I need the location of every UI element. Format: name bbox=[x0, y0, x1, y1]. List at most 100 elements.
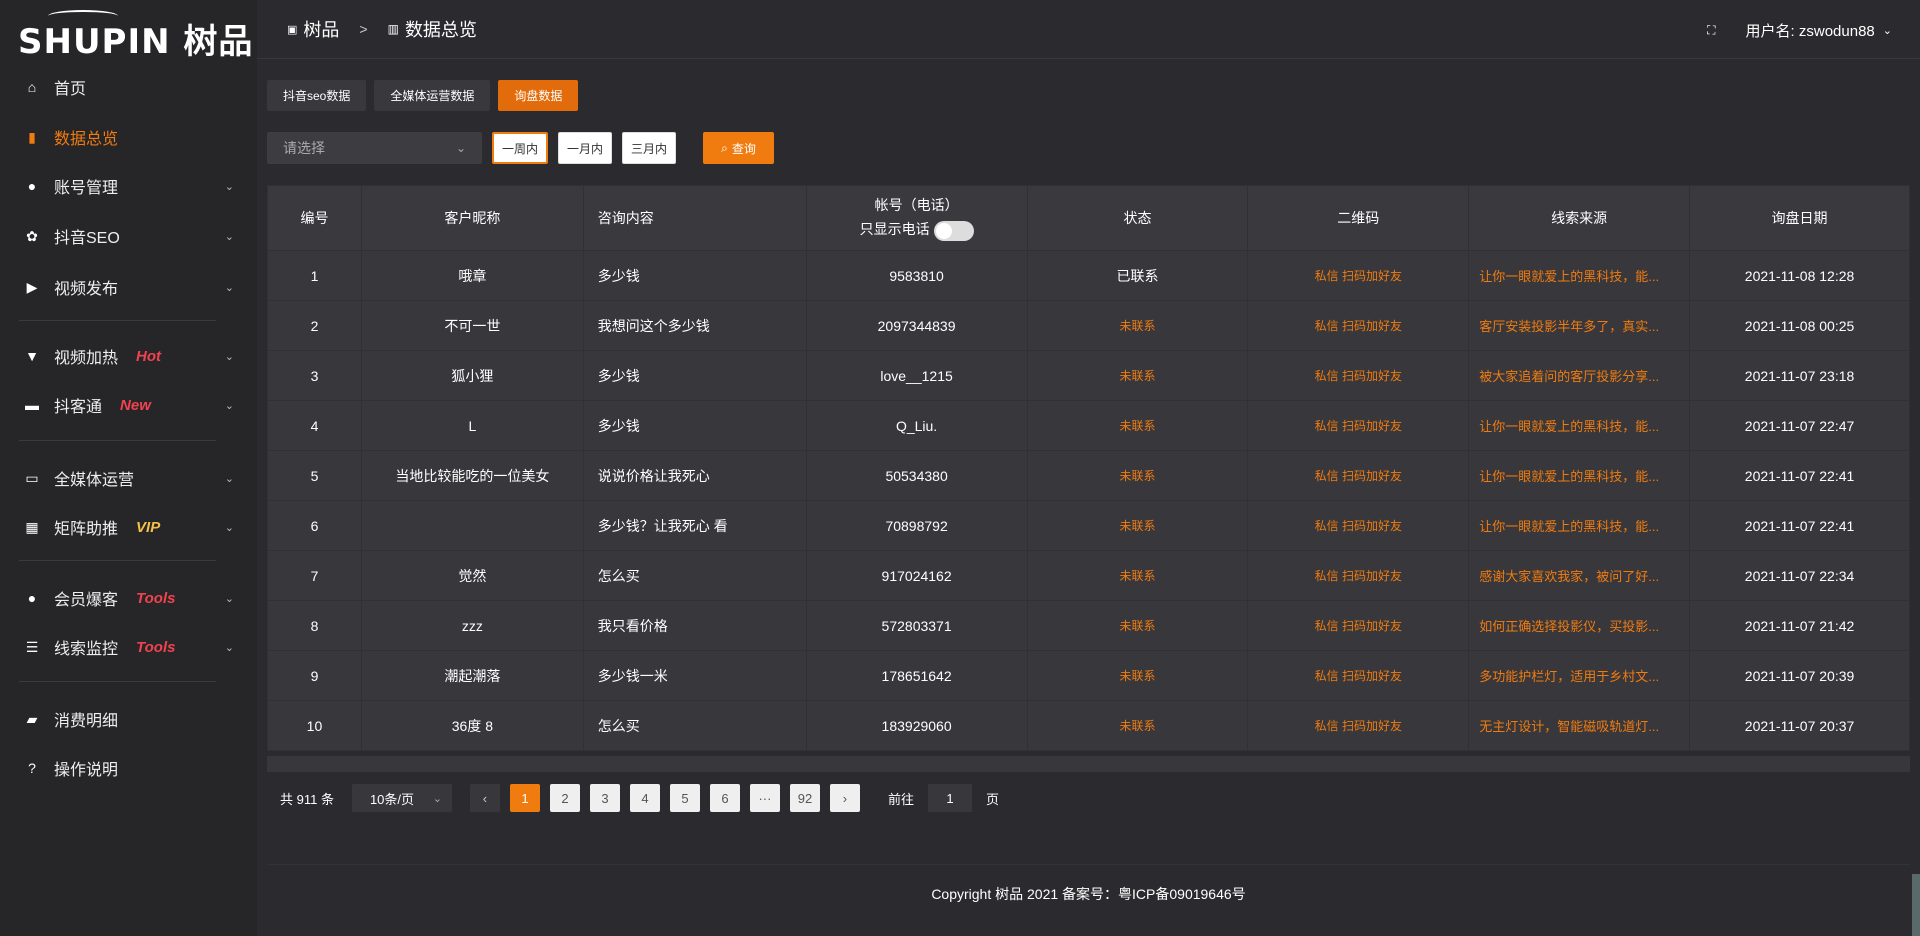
chevron-down-icon: ⌄ bbox=[432, 792, 442, 805]
data-tabs: 抖音seo数据 全媒体运营数据 询盘数据 bbox=[267, 80, 579, 111]
sidebar-item-12[interactable]: ? 操作说明 bbox=[24, 753, 234, 783]
side-widget[interactable] bbox=[1912, 874, 1920, 936]
cell-account: 178651642 bbox=[805, 650, 1028, 701]
cell-source[interactable]: 无主灯设计，智能磁吸轨道灯... bbox=[1468, 700, 1691, 751]
cell-content: 我想问这个多少钱 bbox=[582, 300, 807, 351]
chevron-down-icon[interactable]: ⌄ bbox=[224, 521, 234, 534]
cell-source[interactable]: 让你一眼就爱上的黑科技，能... bbox=[1468, 450, 1691, 501]
cell-status: 未联系 bbox=[1026, 700, 1249, 751]
page-button[interactable]: 5 bbox=[669, 784, 700, 812]
phone-only-toggle[interactable] bbox=[933, 220, 974, 241]
cell-qrcode[interactable]: 私信 扫码加好友 bbox=[1247, 650, 1470, 701]
user-menu[interactable]: ⛶ 用户名: zswodun88 ⌄ bbox=[1707, 20, 1892, 41]
chevron-down-icon[interactable]: ⌄ bbox=[1882, 25, 1892, 37]
breadcrumb-root[interactable]: 树品 bbox=[303, 20, 340, 40]
range-week-button[interactable]: 一周内 bbox=[492, 132, 549, 164]
table-row: 7 觉然 怎么买 917024162 未联系 私信 扫码加好友 感谢大家喜欢我家，被问了好.… bbox=[267, 550, 1910, 601]
tab-douyin-seo[interactable]: 抖音seo数据 bbox=[267, 80, 367, 111]
cell-source[interactable]: 多功能护栏灯，适用于乡村文... bbox=[1468, 650, 1691, 701]
cell-qrcode[interactable]: 私信 扫码加好友 bbox=[1247, 700, 1470, 751]
chevron-down-icon[interactable]: ⌄ bbox=[224, 641, 234, 654]
sidebar-divider bbox=[19, 440, 216, 441]
sidebar: SHUPIN 树品 ⌂ 首页 ▮ 数据总览 ● 账号管理 ⌄ ✿ 抖音SEO ⌄ ▶ 视频发布 ⌄ ▼ 视频… bbox=[0, 0, 257, 936]
page-button[interactable]: 1 bbox=[509, 784, 540, 812]
range-3month-button[interactable]: 三月内 bbox=[622, 132, 677, 164]
grid-icon: ▦ bbox=[25, 518, 39, 535]
sidebar-item-5[interactable]: ▼ 视频加热 Hot ⌄ bbox=[24, 341, 234, 371]
chevron-down-icon[interactable]: ⌄ bbox=[224, 350, 234, 363]
cell-id: 8 bbox=[267, 600, 362, 651]
sidebar-item-7[interactable]: ▭ 全媒体运营 ⌄ bbox=[24, 463, 234, 493]
sidebar-item-11[interactable]: ▰ 消费明细 bbox=[24, 704, 234, 734]
sidebar-item-label: 抖客通 bbox=[54, 399, 103, 416]
chevron-down-icon[interactable]: ⌄ bbox=[224, 472, 234, 485]
sidebar-item-9[interactable]: ● 会员爆客 Tools ⌄ bbox=[24, 583, 234, 613]
sidebar-divider bbox=[19, 681, 216, 682]
cell-account: 70898792 bbox=[805, 500, 1028, 551]
page-button[interactable]: 92 bbox=[789, 784, 820, 812]
table-row: 9 潮起潮落 多少钱一米 178651642 未联系 私信 扫码加好友 多功能护栏灯，适用于… bbox=[267, 650, 1910, 701]
table-header-row: 编号 客户昵称 咨询内容 帐号（电话） 只显示电话 状态 二维码 线索来源 询盘日… bbox=[267, 185, 1910, 251]
cell-status: 未联系 bbox=[1026, 650, 1249, 701]
account-select[interactable]: 请选择 ⌄ bbox=[267, 132, 482, 164]
cell-source[interactable]: 被大家追着问的客厅投影分享... bbox=[1468, 350, 1691, 401]
page-button[interactable]: 6 bbox=[709, 784, 740, 812]
chevron-down-icon[interactable]: ⌄ bbox=[224, 281, 234, 294]
cell-date: 2021-11-08 00:25 bbox=[1689, 300, 1910, 351]
sidebar-item-10[interactable]: ☰ 线索监控 Tools ⌄ bbox=[24, 632, 234, 662]
page-button[interactable]: 3 bbox=[589, 784, 620, 812]
chevron-down-icon[interactable]: ⌄ bbox=[224, 399, 234, 412]
logo-text: SHUPIN 树品 bbox=[18, 22, 254, 62]
col-nickname: 客户昵称 bbox=[360, 185, 584, 251]
cell-content: 我只看价格 bbox=[582, 600, 807, 651]
sidebar-badge: Hot bbox=[136, 347, 162, 365]
next-page-button[interactable]: › bbox=[829, 784, 860, 812]
cell-qrcode[interactable]: 私信 扫码加好友 bbox=[1247, 500, 1470, 551]
more-pages-button[interactable]: ··· bbox=[749, 784, 780, 812]
sidebar-item-label: 抖音SEO bbox=[54, 230, 120, 247]
cell-account: 572803371 bbox=[805, 600, 1028, 651]
cell-qrcode[interactable]: 私信 扫码加好友 bbox=[1247, 350, 1470, 401]
sidebar-item-0[interactable]: ⌂ 首页 bbox=[24, 72, 234, 102]
cell-qrcode[interactable]: 私信 扫码加好友 bbox=[1247, 550, 1470, 601]
cell-source[interactable]: 让你一眼就爱上的黑科技，能... bbox=[1468, 500, 1691, 551]
username[interactable]: 用户名: zswodun88 bbox=[1745, 23, 1875, 40]
cell-date: 2021-11-07 22:41 bbox=[1689, 500, 1910, 551]
page-size-select[interactable]: 10条/页 ⌄ bbox=[351, 784, 452, 812]
cell-nickname: zzz bbox=[360, 600, 584, 651]
sidebar-item-8[interactable]: ▦ 矩阵助推 VIP ⌄ bbox=[24, 512, 234, 542]
page-button[interactable]: 4 bbox=[629, 784, 660, 812]
cell-source[interactable]: 客厅安装投影半年多了，真实... bbox=[1468, 300, 1691, 351]
prev-page-button[interactable]: ‹ bbox=[469, 784, 500, 812]
cell-qrcode[interactable]: 私信 扫码加好友 bbox=[1247, 300, 1470, 351]
cell-qrcode[interactable]: 私信 扫码加好友 bbox=[1247, 250, 1470, 301]
chevron-down-icon[interactable]: ⌄ bbox=[224, 230, 234, 243]
tab-all-media[interactable]: 全媒体运营数据 bbox=[374, 80, 491, 111]
sidebar-item-4[interactable]: ▶ 视频发布 ⌄ bbox=[24, 272, 234, 302]
bar-chart-icon: ▮ bbox=[28, 128, 36, 145]
cell-source[interactable]: 感谢大家喜欢我家，被问了好... bbox=[1468, 550, 1691, 601]
sidebar-item-1[interactable]: ▮ 数据总览 bbox=[24, 122, 234, 152]
cell-qrcode[interactable]: 私信 扫码加好友 bbox=[1247, 450, 1470, 501]
cell-source[interactable]: 让你一眼就爱上的黑科技，能... bbox=[1468, 400, 1691, 451]
chevron-down-icon[interactable]: ⌄ bbox=[224, 180, 234, 193]
page-button[interactable]: 2 bbox=[549, 784, 580, 812]
sidebar-item-6[interactable]: ▬ 抖客通 New ⌄ bbox=[24, 390, 234, 420]
sidebar-item-3[interactable]: ✿ 抖音SEO ⌄ bbox=[24, 221, 234, 251]
fullscreen-icon[interactable]: ⛶ bbox=[1707, 23, 1716, 37]
chevron-down-icon[interactable]: ⌄ bbox=[224, 592, 234, 605]
cell-source[interactable]: 让你一眼就爱上的黑科技，能... bbox=[1468, 250, 1691, 301]
cell-status: 未联系 bbox=[1026, 500, 1249, 551]
breadcrumb-current: 数据总览 bbox=[404, 20, 477, 40]
goto-page-input[interactable]: 1 bbox=[927, 784, 972, 812]
cell-qrcode[interactable]: 私信 扫码加好友 bbox=[1247, 400, 1470, 451]
tab-inquiry[interactable]: 询盘数据 bbox=[498, 80, 579, 111]
cell-nickname: 觉然 bbox=[360, 550, 584, 601]
cell-source[interactable]: 如何正确选择投影仪，买投影... bbox=[1468, 600, 1691, 651]
sidebar-item-2[interactable]: ● 账号管理 ⌄ bbox=[24, 171, 234, 201]
table-row: 10 36度 8 怎么买 183929060 未联系 私信 扫码加好友 无主灯设计，智能磁吸… bbox=[267, 700, 1910, 751]
monitor-icon: ▭ bbox=[25, 469, 39, 486]
cell-qrcode[interactable]: 私信 扫码加好友 bbox=[1247, 600, 1470, 651]
query-button[interactable]: ⌕ 查询 bbox=[703, 132, 775, 164]
range-month-button[interactable]: 一月内 bbox=[558, 132, 613, 164]
